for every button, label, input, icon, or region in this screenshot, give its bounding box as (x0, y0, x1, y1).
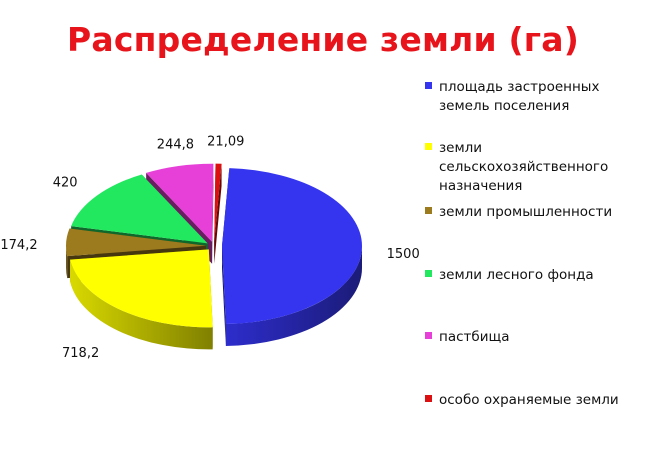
pie-slice-6 (214, 163, 222, 264)
pie-slice-top (221, 168, 362, 325)
data-label-3: 174,2 (0, 238, 37, 253)
pie-slice-side (214, 163, 222, 264)
pie-slice-2 (70, 249, 213, 350)
pie-slice-wall (70, 259, 213, 350)
pie-slice-top (214, 163, 222, 242)
pie-slice-top (66, 228, 207, 257)
pie-slice-top (146, 163, 214, 242)
data-label-4: 420 (53, 175, 78, 190)
pie-slice-wall (66, 245, 68, 279)
pie-slice-side (221, 246, 226, 347)
chart-title: Распределение земли (га) (67, 20, 579, 59)
pie-slice-top (71, 174, 208, 244)
data-label-2: 718,2 (62, 346, 99, 361)
pie-slice-wall (225, 246, 362, 347)
data-label-5: 244,8 (157, 137, 194, 152)
pie-slice-top (70, 249, 213, 328)
pie-slice-side (212, 163, 214, 264)
pie-slice-1 (221, 168, 362, 347)
data-label-6: 21,09 (207, 134, 244, 149)
data-label-1: 1500 (387, 247, 420, 262)
